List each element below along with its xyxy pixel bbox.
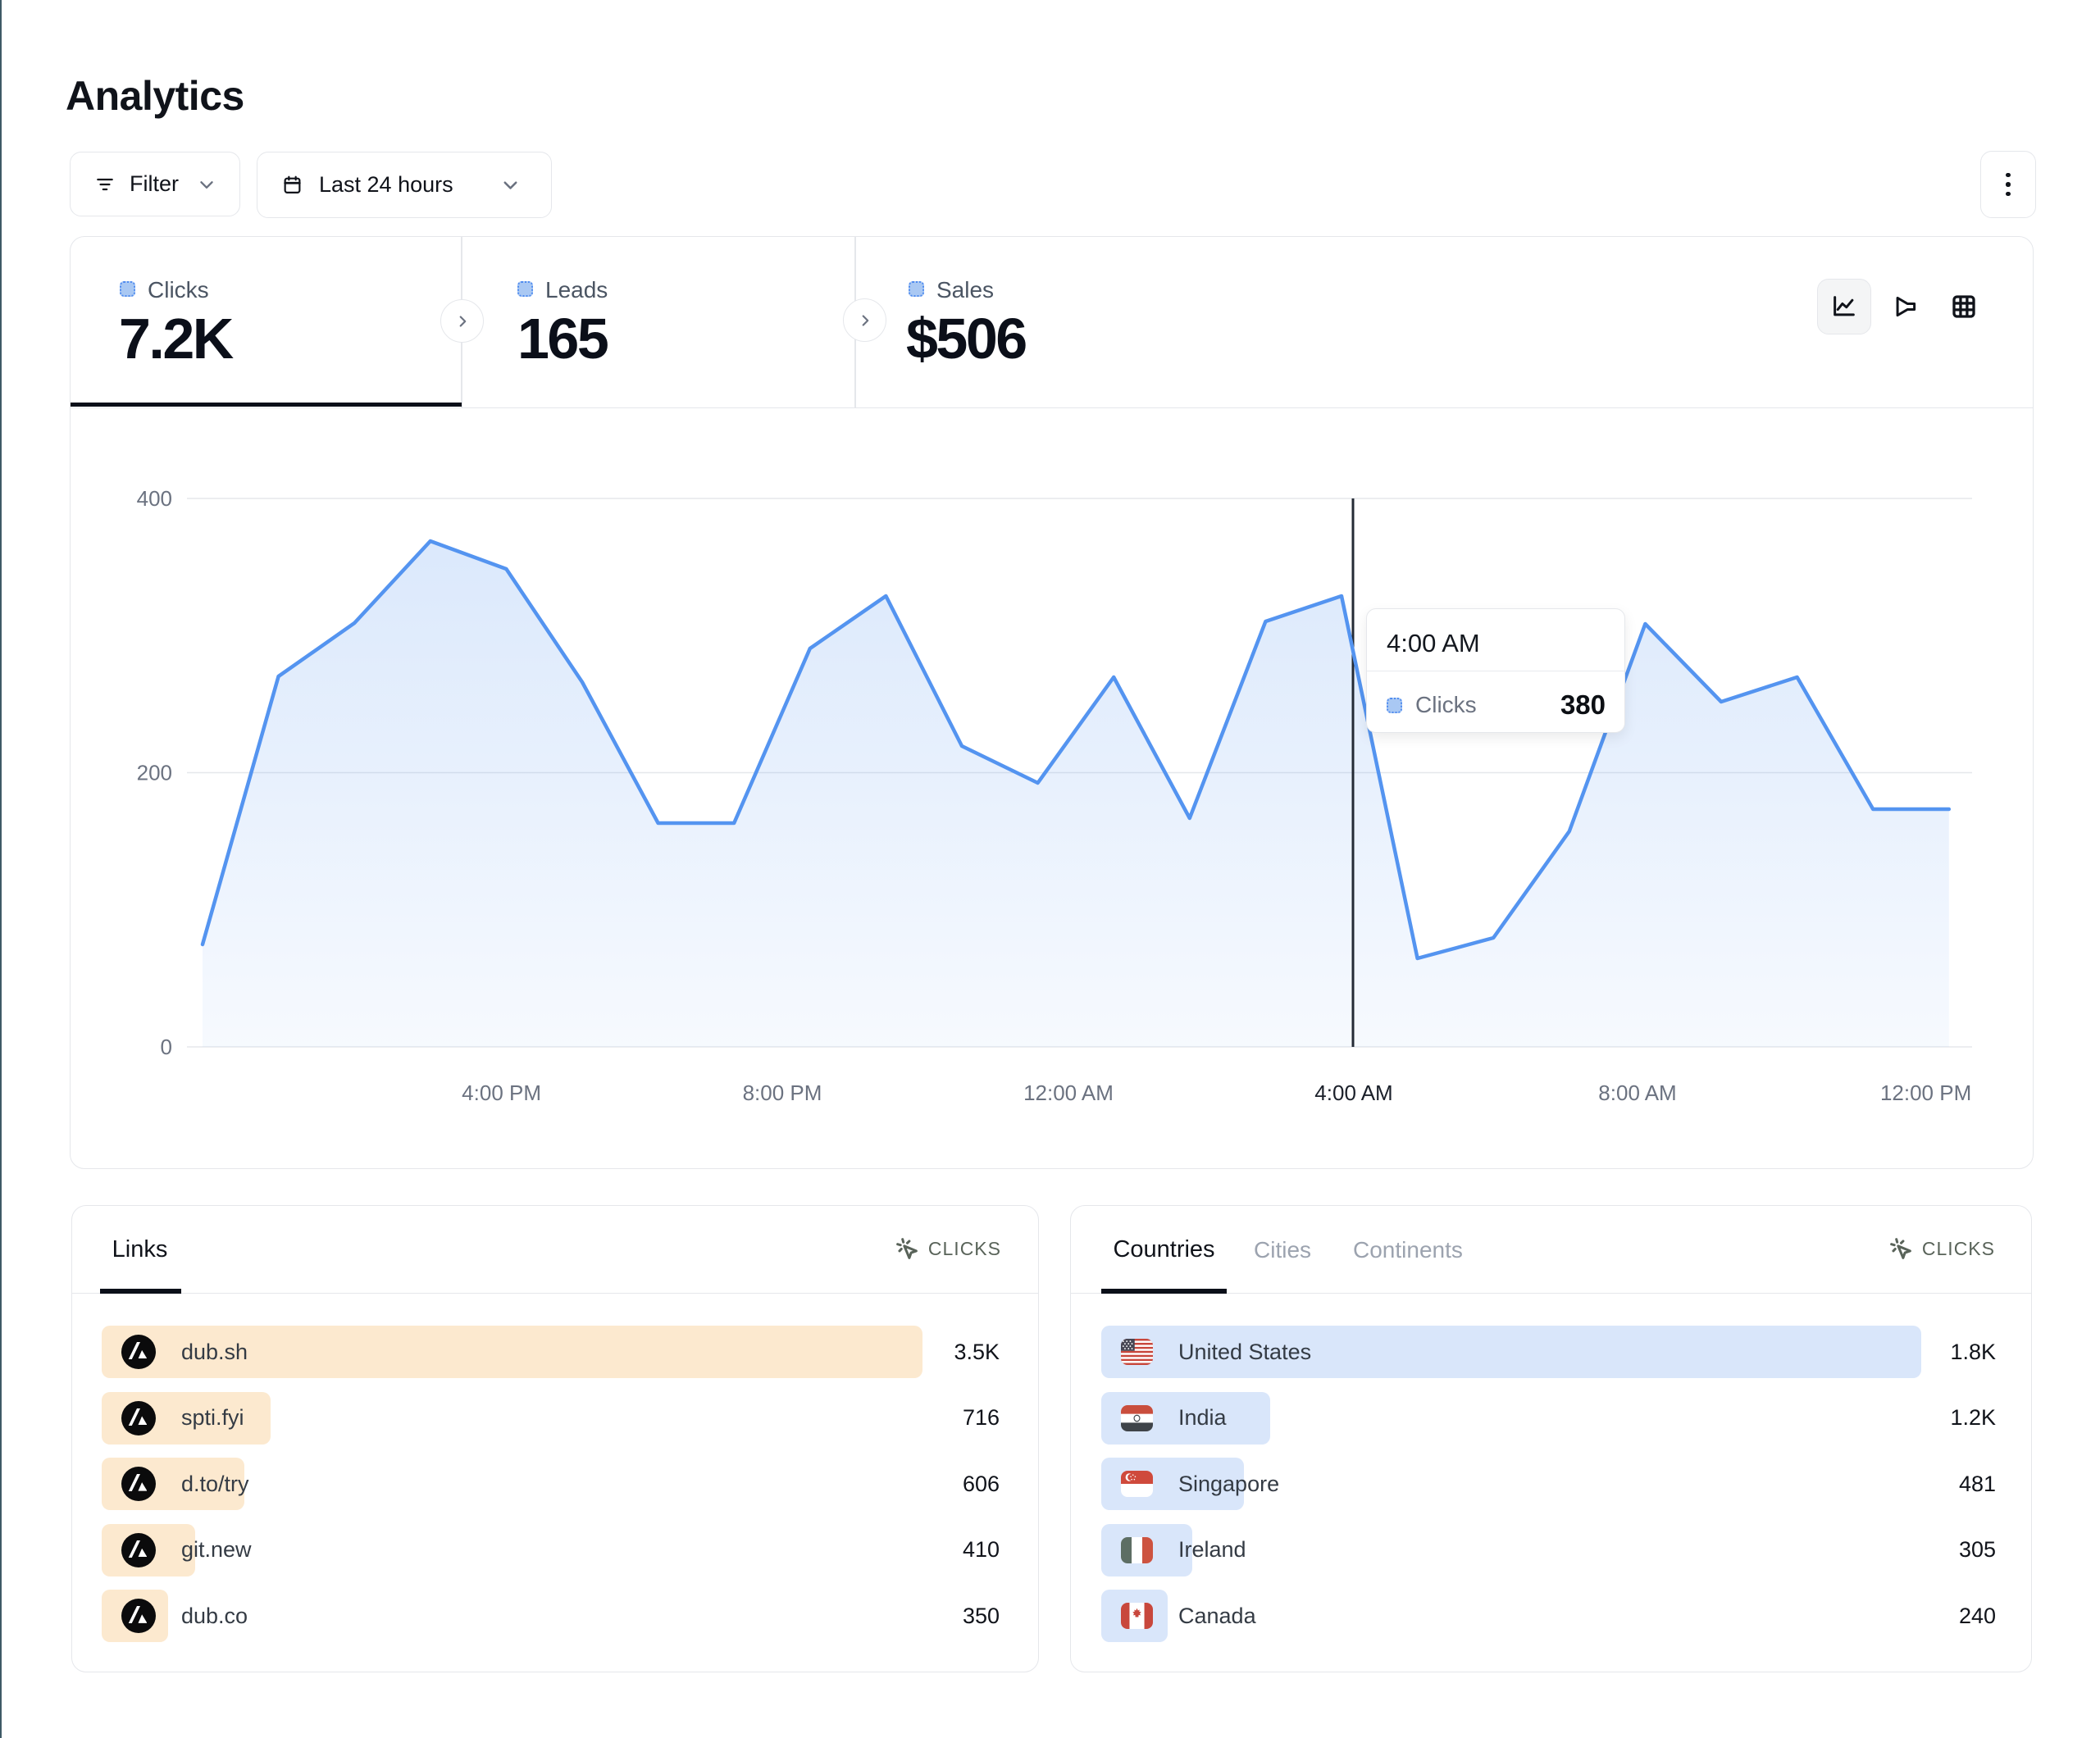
svg-text:400: 400 [137, 486, 172, 511]
svg-text:8:00 AM: 8:00 AM [1598, 1081, 1676, 1105]
svg-text:0: 0 [161, 1035, 172, 1059]
svg-text:4:00 PM: 4:00 PM [462, 1081, 541, 1105]
svg-text:8:00 PM: 8:00 PM [743, 1081, 822, 1105]
svg-text:12:00 PM: 12:00 PM [1880, 1081, 1971, 1105]
svg-text:200: 200 [137, 761, 172, 785]
svg-text:12:00 AM: 12:00 AM [1023, 1081, 1114, 1105]
svg-text:4:00 AM: 4:00 AM [1314, 1081, 1392, 1105]
